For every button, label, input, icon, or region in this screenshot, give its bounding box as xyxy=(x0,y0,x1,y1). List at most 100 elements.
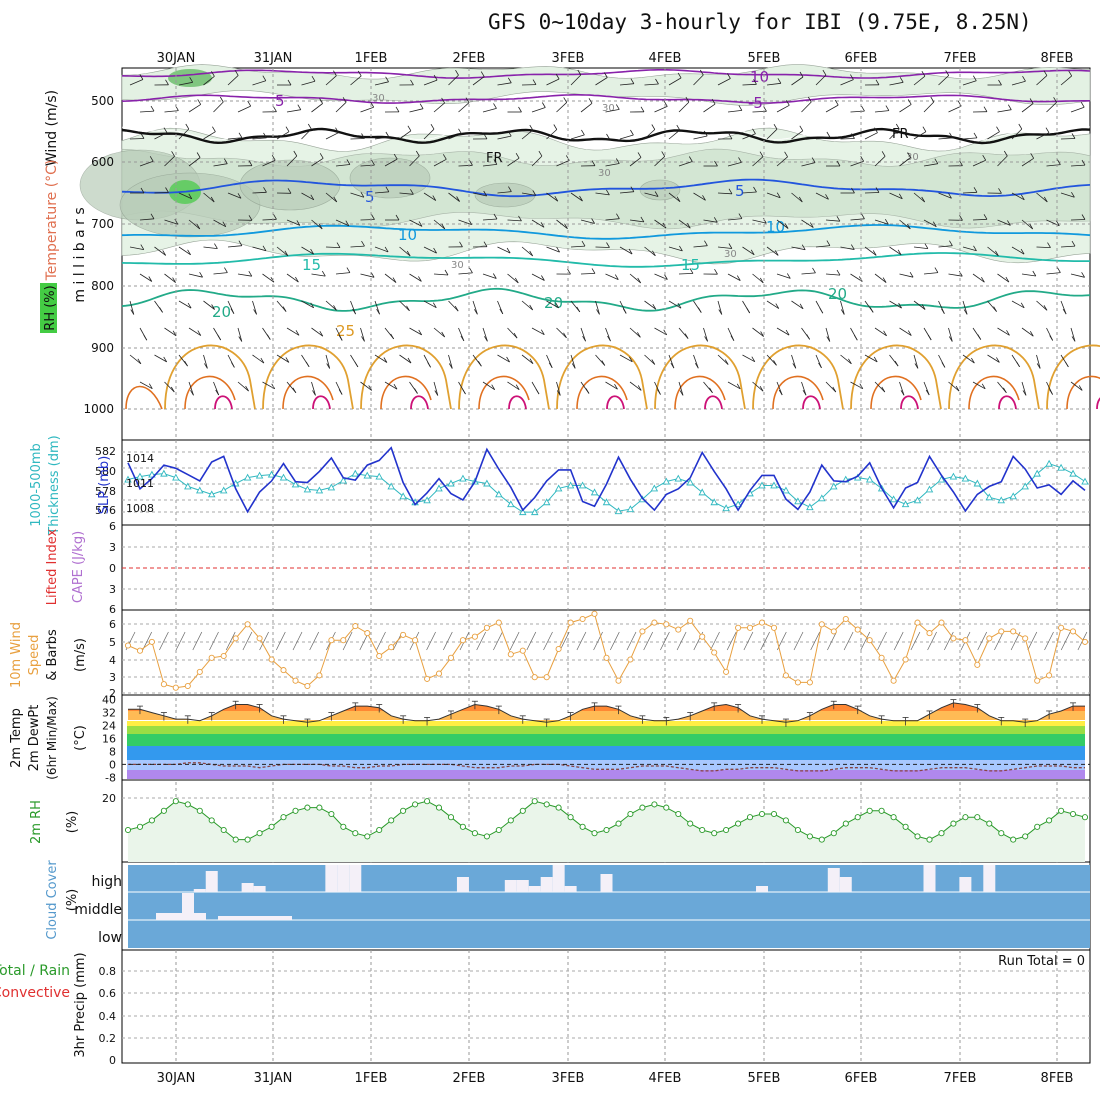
thickness-line-point xyxy=(950,474,956,480)
wind10m-barb xyxy=(310,632,319,650)
wind10m-speed-line-point xyxy=(484,625,489,630)
wind-barb xyxy=(694,136,708,139)
wind-barb-flag xyxy=(554,125,557,130)
rh2m-line-point xyxy=(795,827,800,832)
label-dewpt: 2m DewPt xyxy=(27,705,42,772)
contour-t35 xyxy=(705,396,722,409)
thickness-line-point xyxy=(783,487,789,493)
wind-barb-flag xyxy=(698,308,701,313)
wind-barb xyxy=(238,106,251,112)
wind10m-speed-line-point xyxy=(783,673,788,678)
day-label-top: 3FEB xyxy=(552,51,585,66)
contour-t30 xyxy=(381,377,431,409)
y-tick-label: 0 xyxy=(109,758,116,771)
rh2m-line-point xyxy=(1011,837,1016,842)
wind-barb-flag xyxy=(581,130,584,135)
wind-barb-flag xyxy=(1057,268,1060,273)
day-label-top: 7FEB xyxy=(944,51,977,66)
rh2m-line-point xyxy=(1070,811,1075,816)
label-temp: 2m Temp xyxy=(9,708,24,768)
wind-barb-flag xyxy=(286,127,289,132)
cloud-mid-bar xyxy=(182,893,194,913)
wind-barb xyxy=(1022,382,1026,395)
wind-barb-flag xyxy=(231,362,234,367)
wind-barb xyxy=(875,274,886,283)
wind-barb xyxy=(630,328,640,337)
wind-barb-flag xyxy=(895,361,898,366)
wind-barb xyxy=(998,274,1009,282)
contour-label: FR xyxy=(486,151,503,166)
wind10m-speed-line-point xyxy=(305,683,310,688)
y-tick-label: 32 xyxy=(102,707,116,720)
wind10m-speed-line-point xyxy=(1059,625,1064,630)
wind10m-speed-line-point xyxy=(1082,639,1087,644)
wind-barb xyxy=(679,102,689,112)
contour-t30 xyxy=(126,386,162,409)
wind-barb-flag xyxy=(731,336,734,341)
day-label-top: 31JAN xyxy=(254,51,293,66)
label-temp-unit: (°C) xyxy=(73,725,88,751)
wind-barb xyxy=(792,301,804,309)
wind10m-speed-line-point xyxy=(819,622,824,627)
wind10m-barb xyxy=(627,632,636,650)
wind-barb xyxy=(865,247,876,255)
temp-area-fill xyxy=(127,711,1085,721)
y-tick-label: 800 xyxy=(91,279,114,293)
wind10m-speed-line-point xyxy=(867,638,872,643)
y-tick-label: 600 xyxy=(91,155,114,169)
wind-barb xyxy=(557,102,567,112)
label-rh2m: 2m RH xyxy=(29,800,44,844)
thickness-line-point xyxy=(448,480,454,486)
rh2m-line-point xyxy=(460,824,465,829)
rh2m-line-point xyxy=(353,831,358,836)
temp-color-band xyxy=(127,770,1085,779)
cloud-level-label: middle xyxy=(74,902,122,918)
contour-label: 10 xyxy=(766,218,785,236)
wind10m-speed-line-point xyxy=(676,627,681,632)
wind-barb-flag xyxy=(941,309,944,314)
wind10m-barb xyxy=(276,632,285,650)
wind-barb-flag xyxy=(1050,390,1053,395)
wind-barb-flag xyxy=(974,133,977,138)
contour-label: 10 xyxy=(398,226,417,244)
wind10m-speed-line-point xyxy=(580,616,585,621)
contour-label: 15 xyxy=(302,256,321,274)
rh-label: 30 xyxy=(372,93,385,104)
wind-barb xyxy=(620,135,633,139)
wind-barb xyxy=(826,274,840,275)
rh2m-line-point xyxy=(1035,824,1040,829)
label-millibars: m i l l i b a r s xyxy=(72,207,88,302)
rh2m-line-point xyxy=(616,821,621,826)
wind-barb xyxy=(1037,355,1041,369)
wind10m-barb xyxy=(827,632,836,650)
wind-barb-flag xyxy=(592,268,595,273)
wind-barb-flag xyxy=(984,107,987,112)
rh2m-line-point xyxy=(544,802,549,807)
wind10m-speed-line-point xyxy=(413,638,418,643)
rh2m-line-point xyxy=(448,815,453,820)
rh2m-line-point xyxy=(915,834,920,839)
thickness-line-point xyxy=(1046,461,1052,467)
wind10m-barb xyxy=(744,632,753,650)
wind-barb-flag xyxy=(747,308,750,313)
wind10m-speed-line-point xyxy=(903,657,908,662)
wind-barb-flag xyxy=(339,390,342,395)
cloud-high-bar xyxy=(337,865,349,892)
contour-label: 25 xyxy=(336,322,355,340)
cloud-high-bar xyxy=(206,871,218,892)
cloud-high-bar xyxy=(517,880,529,892)
rh2m-line-point xyxy=(676,811,681,816)
wind10m-speed-line-point xyxy=(700,634,705,639)
rh2m-line-point xyxy=(592,831,597,836)
cloud-mid-bar xyxy=(156,913,206,920)
rh2m-line-point xyxy=(269,824,274,829)
contour-t20 xyxy=(122,289,1090,311)
rh2m-line-point xyxy=(891,815,896,820)
rh2m-line-point xyxy=(389,818,394,823)
wind-barb xyxy=(508,382,520,390)
wind-barb xyxy=(581,328,586,341)
wind10m-speed-line-point xyxy=(771,625,776,630)
rh2m-line-point xyxy=(580,824,585,829)
wind10m-barb xyxy=(377,632,386,650)
